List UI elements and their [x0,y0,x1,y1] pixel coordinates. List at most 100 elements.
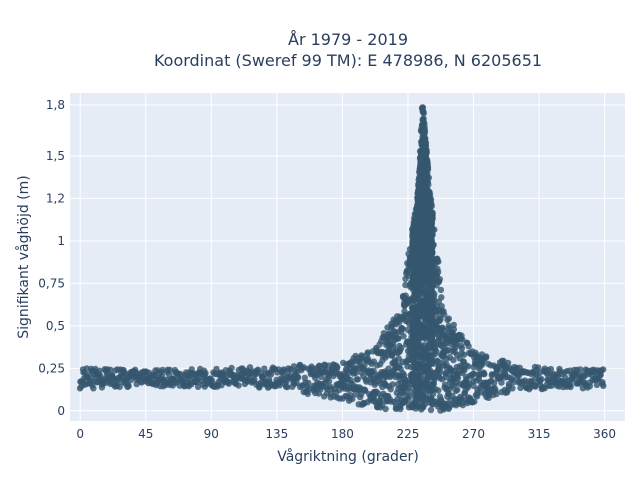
data-point [426,219,433,226]
x-tick-label: 90 [204,427,219,441]
y-tick-label: 0,25 [38,361,65,375]
x-tick-label: 315 [528,427,551,441]
data-point [316,363,323,370]
data-point [418,161,425,168]
data-point [423,381,430,388]
data-point [481,370,488,378]
data-point [600,382,607,389]
data-point [454,373,461,381]
data-point [459,336,466,343]
data-point [418,148,425,155]
data-point [305,379,312,387]
data-point [420,235,427,242]
data-point [483,353,490,360]
data-point [409,294,416,302]
data-point [510,379,517,386]
data-point [597,371,604,379]
data-point [435,387,442,394]
data-point [437,396,445,403]
data-point [428,295,435,302]
data-point [493,390,500,398]
data-point [423,302,430,309]
data-point [419,168,426,175]
y-tick-label: 0 [57,404,65,418]
data-point [399,325,406,332]
data-point [411,225,418,233]
data-point [357,391,365,398]
y-tick-label: 1 [57,234,65,248]
data-point [419,393,427,401]
data-point [426,224,433,231]
data-point [304,390,311,397]
data-point [228,364,235,372]
data-point [417,247,424,254]
data-point [454,386,461,394]
data-point [421,324,429,331]
data-point [352,369,359,377]
y-tick-label: 1,2 [46,191,65,205]
data-point [415,366,422,373]
data-point [433,348,440,355]
data-point [419,279,427,286]
x-tick-label: 270 [462,427,485,441]
x-tick-label: 135 [265,427,288,441]
chart-title: År 1979 - 2019 [288,30,408,49]
data-point [428,348,435,355]
data-point [490,379,498,387]
x-tick-label: 180 [331,427,354,441]
data-point [405,393,413,400]
chart-subtitle: Koordinat (Sweref 99 TM): E 478986, N 62… [154,51,542,70]
data-point [436,366,444,373]
y-tick-label: 0,5 [46,319,65,333]
data-point [424,189,432,196]
x-axis-ticks: 0 45 90 135 180 225 270 315 360 [76,427,616,441]
data-point [410,335,418,342]
data-point [426,207,433,215]
data-point [256,384,263,391]
x-axis-label: Vågriktning (grader) [277,448,419,465]
y-tick-label: 1,8 [46,98,65,112]
data-point [420,136,428,143]
data-point [504,359,512,367]
data-point [450,356,457,364]
data-point [294,374,301,382]
data-point [409,379,417,386]
data-point [409,283,416,291]
data-point [435,268,442,276]
data-point [428,202,435,210]
data-point [498,379,505,386]
data-point [410,317,418,324]
data-point [422,250,429,257]
data-point [382,405,389,413]
data-point [107,366,114,373]
data-point [429,258,436,265]
data-point [413,215,420,222]
data-point [400,333,407,340]
data-point [354,376,361,383]
x-tick-label: 360 [593,427,616,441]
data-point [577,366,584,373]
data-point [261,365,268,372]
data-point [423,291,430,298]
data-point [426,317,433,324]
data-point [284,383,291,391]
data-point [422,333,429,340]
y-axis-label: Signifikant våghöjd (m) [15,175,32,338]
data-point [538,375,545,383]
data-point [420,242,428,249]
data-point [435,258,442,265]
data-point [438,294,445,301]
data-point [349,395,356,403]
data-point [125,382,132,390]
data-point [600,366,607,373]
data-point [361,362,368,369]
data-point [458,345,466,352]
data-point [450,321,457,329]
data-point [301,374,308,381]
data-point [424,170,431,177]
data-point [423,308,430,315]
data-point [387,386,394,393]
data-point [419,187,426,194]
